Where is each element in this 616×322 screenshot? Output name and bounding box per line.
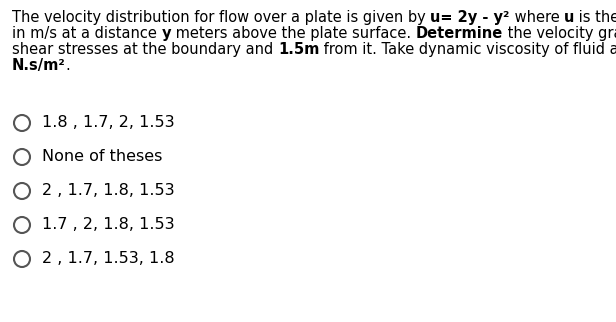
Text: y: y (161, 26, 171, 41)
Text: u= 2y - y²: u= 2y - y² (431, 10, 510, 25)
Text: 1.5m: 1.5m (278, 42, 319, 57)
Text: where: where (510, 10, 564, 25)
Text: .: . (66, 58, 70, 73)
Text: 2 , 1.7, 1.53, 1.8: 2 , 1.7, 1.53, 1.8 (42, 251, 174, 266)
Text: N.s/m²: N.s/m² (12, 58, 66, 73)
Text: in m/s at a distance: in m/s at a distance (12, 26, 161, 41)
Text: 2 , 1.7, 1.8, 1.53: 2 , 1.7, 1.8, 1.53 (42, 183, 174, 198)
Text: u: u (564, 10, 575, 25)
Text: is the velocity: is the velocity (575, 10, 616, 25)
Text: The velocity distribution for flow over a plate is given by: The velocity distribution for flow over … (12, 10, 431, 25)
Text: 1.7 , 2, 1.8, 1.53: 1.7 , 2, 1.8, 1.53 (42, 217, 174, 232)
Text: None of theses: None of theses (42, 149, 163, 164)
Text: from it. Take dynamic viscosity of fluid as: from it. Take dynamic viscosity of fluid… (319, 42, 616, 57)
Text: the velocity gradient and: the velocity gradient and (503, 26, 616, 41)
Text: shear stresses at the boundary and: shear stresses at the boundary and (12, 42, 278, 57)
Text: Determine: Determine (416, 26, 503, 41)
Text: meters above the plate surface.: meters above the plate surface. (171, 26, 416, 41)
Text: 1.8 , 1.7, 2, 1.53: 1.8 , 1.7, 2, 1.53 (42, 115, 174, 130)
